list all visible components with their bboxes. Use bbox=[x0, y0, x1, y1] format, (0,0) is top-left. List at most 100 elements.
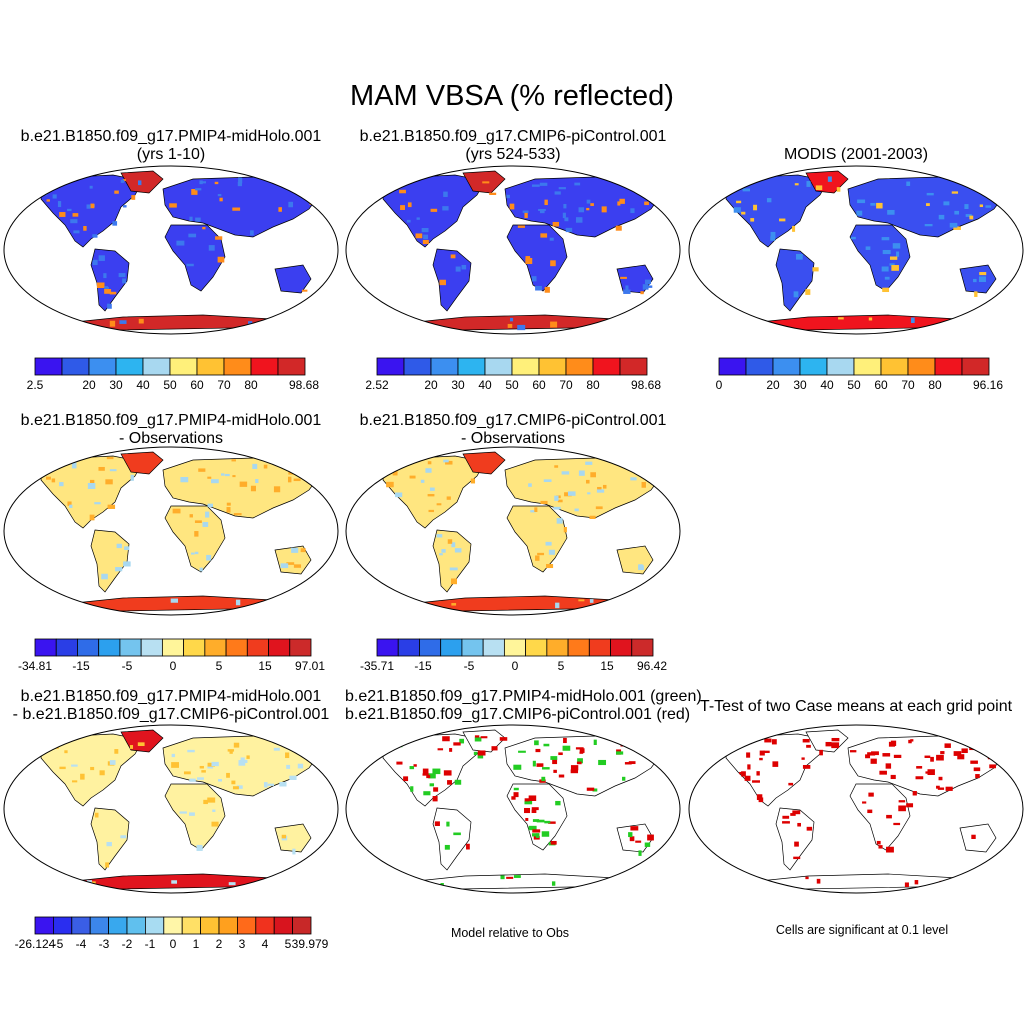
grid-cell bbox=[564, 217, 569, 222]
grid-cell bbox=[107, 504, 116, 509]
colorbar-tick-label: -26.124 bbox=[14, 937, 56, 951]
grid-cell bbox=[802, 738, 810, 743]
grid-cell bbox=[399, 189, 406, 194]
grid-cell bbox=[201, 770, 206, 773]
grid-cell bbox=[239, 481, 248, 487]
colorbar-tick-label: -4 bbox=[75, 937, 87, 951]
panel-title-line2: - Observations bbox=[118, 430, 224, 447]
grid-cell bbox=[892, 243, 901, 249]
colorbar-box bbox=[55, 638, 78, 657]
grid-cell bbox=[291, 547, 299, 553]
colorbar-box bbox=[880, 357, 909, 376]
grid-cell bbox=[196, 845, 203, 851]
colorbar-box bbox=[525, 638, 548, 657]
grid-cell bbox=[620, 276, 627, 279]
grid-cell bbox=[422, 768, 429, 774]
colorbar-box bbox=[772, 357, 801, 376]
grid-cell bbox=[638, 564, 643, 569]
grid-cell bbox=[570, 769, 579, 774]
map-panel bbox=[345, 724, 681, 894]
grid-cell bbox=[534, 740, 539, 746]
grid-cell bbox=[522, 210, 529, 213]
grid-cell bbox=[541, 776, 546, 782]
grid-cell bbox=[263, 782, 268, 788]
grid-cell bbox=[865, 246, 871, 250]
grid-cell bbox=[558, 752, 563, 756]
panel-title-line1: b.e21.B1850.f09_g17.PMIP4-midHolo.001 bbox=[20, 688, 322, 705]
grid-cell bbox=[176, 240, 185, 246]
grid-cell bbox=[936, 785, 940, 789]
grid-cell bbox=[118, 273, 126, 278]
colorbar-tick-label: 0 bbox=[511, 659, 519, 673]
colorbar-box bbox=[588, 638, 611, 657]
grid-cell bbox=[885, 847, 890, 851]
grid-cell bbox=[443, 191, 448, 197]
main-title: MAM VBSA (% reflected) bbox=[350, 80, 674, 112]
map-panel bbox=[3, 165, 339, 335]
grid-cell bbox=[949, 222, 958, 228]
grid-cell bbox=[263, 464, 268, 469]
grid-cell bbox=[886, 814, 892, 819]
map-panel bbox=[345, 446, 681, 616]
grid-cell bbox=[975, 774, 980, 779]
grid-cell bbox=[415, 233, 423, 239]
grid-cell bbox=[413, 764, 417, 767]
grid-cell bbox=[741, 211, 746, 215]
grid-cell bbox=[228, 882, 236, 886]
grid-cell bbox=[878, 845, 883, 849]
grid-cell bbox=[449, 567, 458, 571]
colorbar-box bbox=[183, 638, 206, 657]
grid-cell bbox=[790, 813, 796, 816]
colorbar-tick-label: 70 bbox=[217, 378, 231, 392]
grid-cell bbox=[477, 750, 486, 756]
grid-cell bbox=[755, 883, 759, 888]
grid-cell bbox=[301, 289, 308, 292]
grid-cell bbox=[59, 766, 66, 770]
grid-cell bbox=[537, 552, 545, 556]
grid-cell bbox=[973, 278, 977, 283]
grid-cell bbox=[211, 479, 219, 484]
colorbar-box bbox=[142, 357, 171, 376]
grid-cell bbox=[101, 573, 108, 580]
grid-cell bbox=[943, 201, 950, 206]
grid-cell bbox=[598, 759, 607, 766]
grid-cell bbox=[69, 504, 73, 508]
grid-cell bbox=[870, 203, 876, 206]
grid-cell bbox=[106, 841, 112, 847]
grid-cell bbox=[195, 217, 201, 222]
grid-cell bbox=[788, 782, 794, 786]
grid-cell bbox=[563, 203, 567, 209]
colorbar-boxes bbox=[718, 357, 990, 376]
grid-cell bbox=[400, 205, 406, 210]
grid-cell bbox=[552, 758, 558, 765]
colorbar-box bbox=[115, 357, 144, 376]
grid-cell bbox=[882, 753, 891, 757]
grid-cell bbox=[888, 741, 896, 747]
grid-cell bbox=[567, 491, 576, 496]
grid-cell bbox=[525, 817, 529, 821]
colorbar-box bbox=[161, 638, 185, 657]
grid-cell bbox=[64, 750, 68, 754]
grid-cell bbox=[538, 208, 546, 211]
colorbar-box bbox=[119, 638, 142, 657]
continent-sa bbox=[90, 529, 130, 593]
grid-cell bbox=[194, 531, 199, 537]
grid-cell bbox=[570, 765, 579, 771]
grid-cell bbox=[819, 749, 823, 756]
colorbar-box bbox=[718, 357, 747, 376]
grid-cell bbox=[924, 755, 931, 758]
grid-cell bbox=[208, 245, 215, 251]
grid-cell bbox=[524, 800, 533, 805]
grid-cell bbox=[461, 264, 467, 270]
colorbar-tick-label: 50 bbox=[505, 378, 519, 392]
grid-cell bbox=[647, 834, 654, 841]
grid-cell bbox=[129, 745, 134, 749]
continent-ant bbox=[404, 314, 629, 332]
grid-cell bbox=[850, 236, 856, 240]
grid-cell bbox=[89, 185, 93, 189]
grid-cell bbox=[286, 764, 291, 769]
colorbar-box bbox=[88, 357, 117, 376]
colorbar-box bbox=[34, 638, 57, 657]
continent-ant bbox=[747, 873, 972, 891]
grid-cell bbox=[575, 747, 584, 750]
